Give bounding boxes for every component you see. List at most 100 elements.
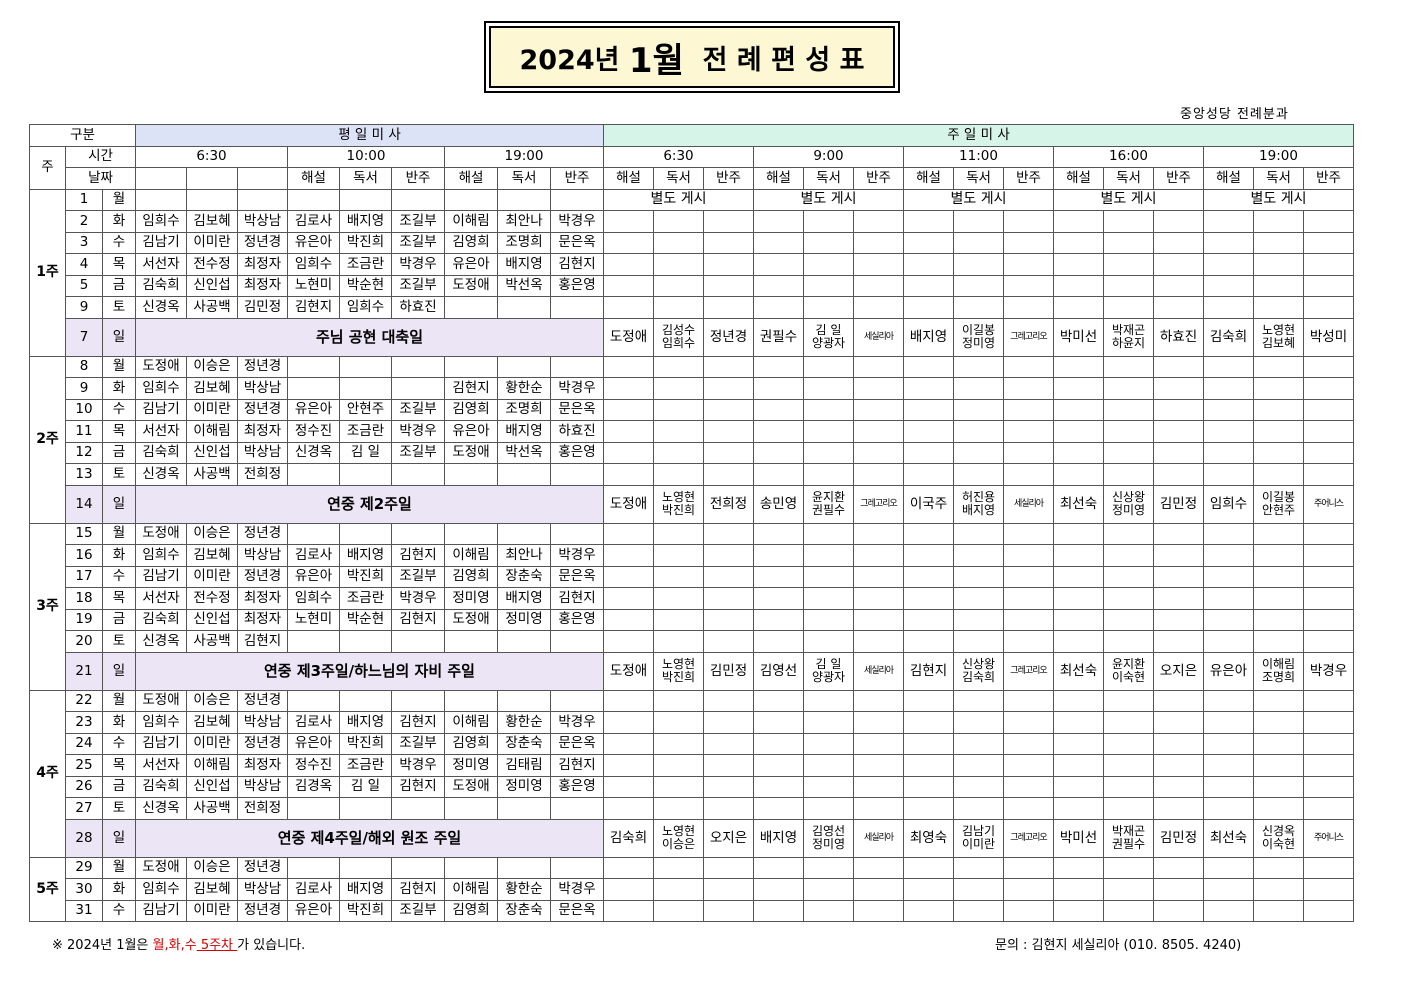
- sunday-empty-cell: [853, 296, 904, 319]
- name-line: 그레고리오: [1010, 665, 1047, 676]
- name-line: 윤지환: [811, 490, 846, 504]
- name-cell: 박경우: [391, 754, 445, 777]
- name-cell: 김 일: [339, 441, 392, 464]
- name-cell: [497, 689, 551, 712]
- sunday-empty-cell: [1253, 296, 1304, 319]
- name-line: 양광자: [811, 336, 846, 350]
- sunday-name-cell: 도정애: [603, 484, 654, 524]
- sunday-name-cell: 김 일 양광자: [803, 317, 854, 357]
- sunday-empty-cell: [1003, 711, 1054, 734]
- weekday-time: 10:00: [287, 145, 445, 168]
- name-line: 오지은: [1159, 662, 1198, 679]
- date-cell: 19: [65, 608, 103, 631]
- sunday-empty-cell: [803, 377, 854, 400]
- sunday-empty-cell: [703, 210, 754, 233]
- name-line: 이국주: [909, 495, 948, 512]
- sunday-empty-cell: [803, 210, 854, 233]
- name-cell: 장춘숙: [497, 732, 551, 755]
- sunday-name-cell: 김영선 정미영: [803, 818, 854, 858]
- sunday-empty-cell: [853, 274, 904, 297]
- sunday-empty-cell: [1303, 210, 1354, 233]
- sunday-empty-cell: [803, 463, 854, 486]
- sunday-empty-cell: [1053, 210, 1104, 233]
- weekday-time: 19:00: [444, 145, 604, 168]
- role-header: 독서: [653, 167, 704, 190]
- sunday-empty-cell: [1303, 441, 1354, 464]
- weekday-cell: 일: [102, 651, 136, 691]
- sunday-empty-cell: [1053, 377, 1104, 400]
- sunday-empty-cell: [1053, 878, 1104, 901]
- name-cell: 사공백: [186, 463, 238, 486]
- sunday-empty-cell: [603, 296, 654, 319]
- date-cell: 9: [65, 296, 103, 319]
- sunday-empty-cell: [853, 797, 904, 820]
- name-cell: 김보혜: [186, 377, 238, 400]
- name-cell: 정미영: [444, 587, 498, 610]
- sunday-empty-cell: [1203, 565, 1254, 588]
- sunday-name-cell: 주어니스: [1303, 484, 1354, 524]
- name-line: 오지은: [709, 829, 748, 846]
- sunday-empty-cell: [1053, 856, 1104, 879]
- name-line: 이길봉: [1261, 490, 1296, 504]
- sunday-empty-cell: [753, 797, 804, 820]
- note-prefix: ※ 2024년 1월은: [52, 938, 153, 953]
- name-line: 그레고리오: [1010, 832, 1047, 843]
- sunday-name-cell: 그레고리오: [1003, 651, 1054, 691]
- table-row: 5 금 김숙희 신인섭 최정자 노현미 박순현 조길부 도정애 박선옥 홍은영: [30, 274, 1354, 297]
- table-row: 30 화 임희수 김보혜 박상남 김로사 배지영 김현지 이해림 황한순 박경우: [30, 878, 1354, 901]
- sunday-empty-cell: [1153, 355, 1204, 378]
- sunday-empty-cell: [603, 544, 654, 567]
- feast-title: 주님 공현 대축일: [135, 317, 604, 357]
- sunday-empty-cell: [1103, 398, 1154, 421]
- header-row: 주 시간 6:30 10:00 19:00 6:30 9:00 11:00 16:00 19:00: [29, 145, 1354, 190]
- name-cell: 정미영: [497, 608, 551, 631]
- table-row: 24 수 김남기 이미란 정년경 유은아 박진희 조길부 김영희 장춘숙 문은옥: [30, 732, 1354, 755]
- name-cell: 김남기: [135, 899, 187, 922]
- name-cell: 노현미: [287, 274, 340, 297]
- name-line: 유은아: [1209, 662, 1248, 679]
- sunday-empty-cell: [1053, 274, 1104, 297]
- name-cell: 배지영: [339, 544, 392, 567]
- name-cell: 김보혜: [186, 878, 238, 901]
- name-cell: 김로사: [287, 878, 340, 901]
- name-line: 세실리아: [863, 832, 894, 843]
- sunday-empty-cell: [853, 544, 904, 567]
- sunday-time: 19:00: [1203, 145, 1354, 168]
- name-line: 노영현: [661, 657, 696, 671]
- sunday-name-cell: 박재곤 하윤지: [1103, 317, 1154, 357]
- name-line: 최영숙: [909, 829, 948, 846]
- name-cell: 최정자: [237, 608, 288, 631]
- sunday-name-cell: 박성미: [1303, 317, 1354, 357]
- footer-contact: 문의 : 김현지 세실리아 (010. 8505. 4240): [995, 938, 1242, 953]
- sunday-empty-cell: [1003, 797, 1054, 820]
- sunday-empty-cell: [653, 689, 704, 712]
- name-cell: 신인섭: [186, 274, 238, 297]
- organization-label: 중앙성당 전례분과: [1180, 107, 1289, 122]
- sunday-empty-cell: [1253, 253, 1304, 276]
- table-row: 20 토 신경옥 사공백 김현지: [30, 630, 1354, 653]
- sunday-empty-cell: [1303, 253, 1354, 276]
- name-cell: 정수진: [287, 420, 340, 443]
- sunday-empty-cell: [703, 231, 754, 254]
- sunday-empty-cell: [753, 754, 804, 777]
- sunday-empty-cell: [803, 630, 854, 653]
- role-header: 반주: [1153, 167, 1204, 190]
- name-cell: 전희정: [237, 797, 288, 820]
- name-cell: 박진희: [339, 565, 392, 588]
- sunday-empty-cell: [803, 398, 854, 421]
- sunday-empty-cell: [903, 711, 954, 734]
- sunday-name-cell: 노영현 박진희: [653, 651, 704, 691]
- sunday-time: 9:00: [753, 145, 904, 168]
- sunday-empty-cell: [1003, 522, 1054, 545]
- sunday-empty-cell: [653, 878, 704, 901]
- name-cell: 서선자: [135, 754, 187, 777]
- name-cell: 박선옥: [497, 441, 551, 464]
- sunday-name-cell: 그레고리오: [853, 484, 904, 524]
- sunday-empty-cell: [803, 899, 854, 922]
- sunday-empty-cell: [953, 587, 1004, 610]
- sunday-name-cell: 박미선: [1053, 818, 1104, 858]
- sunday-empty-cell: [803, 856, 854, 879]
- sunday-empty-cell: [753, 899, 804, 922]
- sunday-empty-cell: [753, 441, 804, 464]
- name-cell: 김현지: [391, 544, 445, 567]
